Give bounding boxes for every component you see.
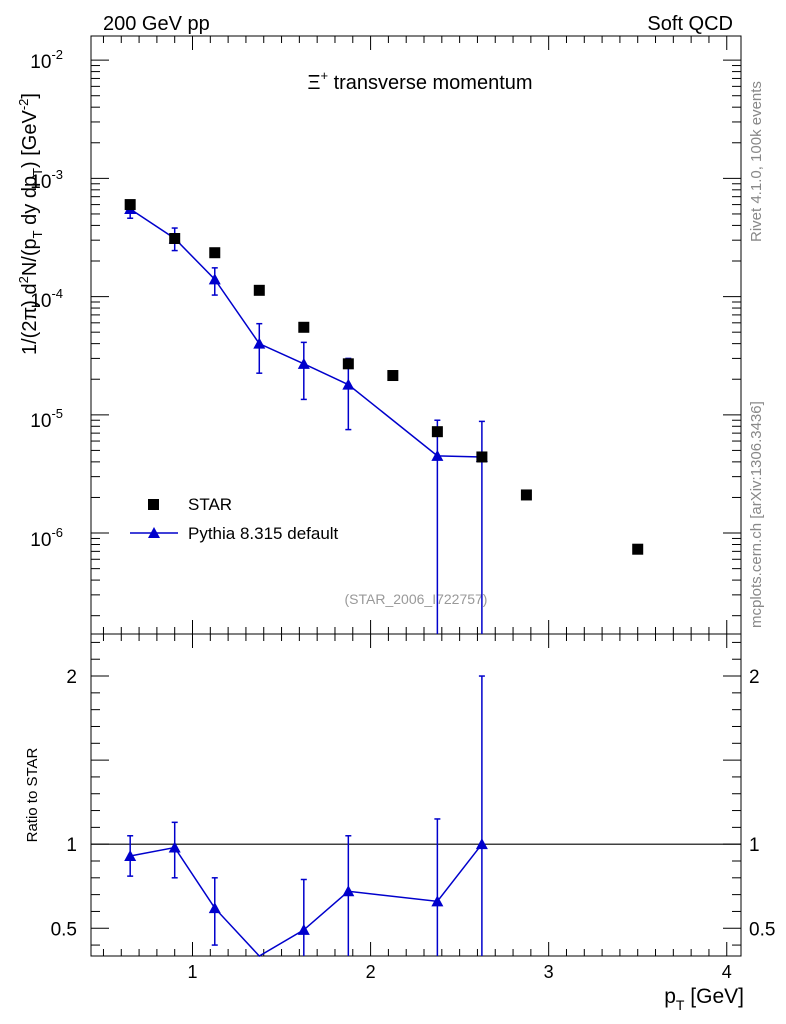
main-y-axis-label: 1/(2π) d2N/(pT dy dpT) [GeV-2] — [16, 93, 45, 355]
ylabel-sup-neg2: -2 — [16, 99, 31, 111]
star-data-point — [476, 451, 488, 463]
ratio-plot-frame — [90, 633, 742, 957]
ylabel-mid2: dy dp — [19, 176, 41, 230]
ratio-y-tick-label-left: 1 — [66, 835, 77, 856]
legend-pythia-marker — [148, 527, 160, 538]
title-rest: transverse momentum — [328, 72, 533, 94]
pythia-series-line — [129, 208, 482, 458]
ratio-y-tick-label-right: 2 — [749, 667, 760, 688]
ratio-axis-ticks — [91, 634, 741, 956]
ylabel-sup2: 2 — [16, 276, 31, 283]
ratio-point — [124, 849, 137, 861]
ratio-y-tick-labels: 0.5 0.5 1 1 2 2 — [51, 667, 776, 940]
x-tick-label: 2 — [366, 962, 376, 982]
star-data-point — [253, 284, 265, 296]
x-tick-label: 3 — [544, 962, 554, 982]
ytick-label-1e-6: 10-6 — [30, 525, 63, 551]
ratio-y-axis-label: Ratio to STAR — [24, 747, 41, 842]
star-data-point — [342, 358, 354, 370]
ratio-y-tick-label-right: 0.5 — [749, 919, 775, 940]
star-data-point — [632, 543, 644, 555]
ylabel-subT1: T — [30, 230, 45, 238]
legend-star-label: STAR — [188, 495, 232, 514]
star-data-point — [431, 426, 443, 438]
ratio-point — [475, 838, 488, 850]
legend-star-marker — [148, 499, 159, 510]
mcplots-credit-label: mcplots.cern.ch [arXiv:1306.3436] — [748, 401, 765, 628]
star-data-point — [520, 489, 532, 501]
header-left: 200 GeV pp — [103, 13, 210, 35]
ytick-label-1e-4: 10-4 — [30, 286, 63, 312]
pythia-point — [431, 449, 444, 461]
pythia-point — [208, 273, 221, 285]
ylabel-subT2: T — [30, 168, 45, 176]
star-data-point — [387, 370, 399, 382]
ratio-plot-marks — [91, 675, 741, 957]
analysis-watermark: (STAR_2006_I722757) — [345, 591, 488, 607]
star-data-point — [124, 199, 136, 211]
ratio-point — [168, 841, 181, 853]
x-tick-label: 1 — [187, 962, 197, 982]
header-right: Soft QCD — [647, 13, 733, 35]
legend-pythia-label: Pythia 8.315 default — [188, 524, 339, 543]
main-plot-frame — [90, 35, 742, 635]
pythia-point — [297, 357, 310, 369]
ylabel-prefix: 1/(2π) d — [19, 283, 41, 355]
star-data-point — [209, 247, 221, 259]
x-axis-label: pT [GeV] — [664, 985, 744, 1013]
ylabel-unit-open: ) [GeV — [19, 110, 41, 168]
star-data-point — [298, 321, 310, 333]
pythia-point — [253, 337, 266, 349]
title-xi: Ξ — [307, 72, 320, 94]
main-plot-marks — [124, 199, 644, 634]
x-tick-label: 4 — [722, 962, 732, 982]
ratio-y-tick-label-right: 1 — [749, 835, 760, 856]
rivet-version-label: Rivet 4.1.0, 100k events — [748, 81, 765, 242]
ratio-point — [297, 923, 310, 935]
title-plus-sup: + — [320, 68, 328, 83]
ratio-point — [431, 895, 444, 907]
ratio-point — [342, 885, 355, 897]
main-title: Ξ+ transverse momentum — [307, 68, 532, 94]
star-data-point — [169, 232, 181, 244]
ratio-point — [208, 902, 221, 914]
ylabel-unit-close: ] — [19, 93, 41, 99]
ytick-label-1e-5: 10-5 — [30, 406, 63, 432]
ytick-label-1e-2: 10-2 — [30, 47, 63, 73]
ylabel-mid1: N/(p — [19, 238, 41, 276]
ratio-y-tick-label-left: 0.5 — [51, 919, 77, 940]
x-tick-labels: 1 2 3 4 — [187, 962, 731, 982]
ratio-y-tick-label-left: 2 — [66, 667, 77, 688]
main-axis-ticks — [91, 36, 741, 634]
ratio-series-line — [130, 843, 483, 957]
pythia-point — [342, 378, 355, 390]
ytick-label-1e-3: 10-3 — [30, 167, 63, 193]
